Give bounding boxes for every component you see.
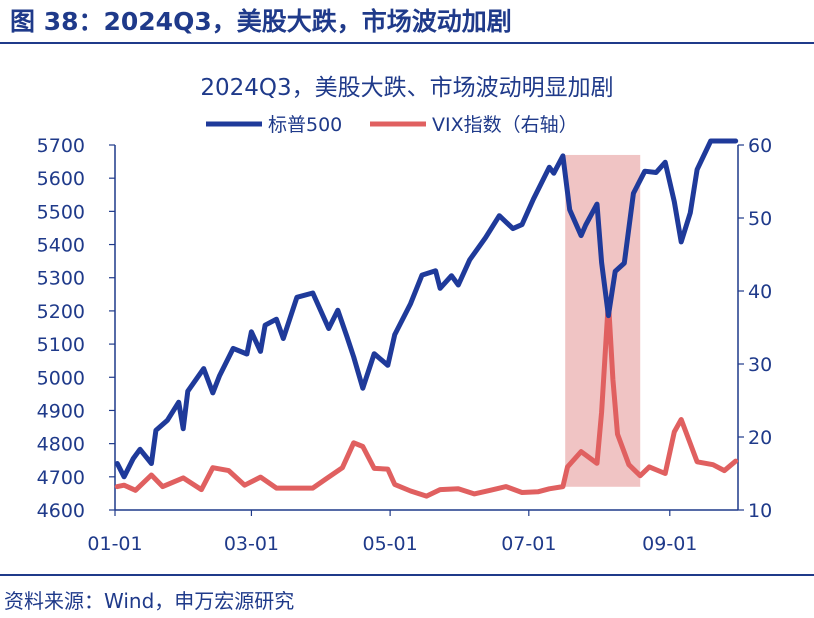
right-tick-label: 30 <box>748 354 772 376</box>
left-tick-label: 4600 <box>37 500 85 522</box>
source-note: 资料来源：Wind，申万宏源研究 <box>4 589 295 613</box>
chart-title: 2024Q3，美股大跌、市场波动明显加剧 <box>200 75 613 101</box>
x-tick-label: 03-01 <box>224 533 279 555</box>
left-tick-label: 5000 <box>37 367 85 389</box>
highlight-band <box>565 154 641 487</box>
bottom-rule <box>0 574 814 576</box>
top-rule <box>0 42 814 44</box>
right-tick-label: 10 <box>748 500 772 522</box>
left-tick-label: 5300 <box>37 268 85 290</box>
left-tick-label: 4900 <box>37 400 85 422</box>
series-line-spx <box>114 138 739 480</box>
x-tick-label: 01-01 <box>87 533 142 555</box>
left-tick-label: 5200 <box>37 301 85 323</box>
left-tick-label: 5700 <box>37 135 85 157</box>
right-tick-label: 20 <box>748 427 772 449</box>
legend-label-vix: VIX指数（右轴） <box>432 114 578 136</box>
x-tick-label: 05-01 <box>363 533 418 555</box>
line-chart: 2024Q3，美股大跌、市场波动明显加剧 标普500 VIX指数（右轴） 460… <box>37 75 773 555</box>
figure-title: 图 38：2024Q3，美股大跌，市场波动加剧 <box>10 7 512 36</box>
left-tick-label: 5400 <box>37 235 85 257</box>
left-tick-label: 5600 <box>37 168 85 190</box>
left-tick-label: 4700 <box>37 467 85 489</box>
legend-label-spx: 标普500 <box>268 114 342 136</box>
x-tick-label: 07-01 <box>501 533 556 555</box>
axes <box>109 144 744 516</box>
x-tick-label: 09-01 <box>642 533 697 555</box>
left-tick-label: 4800 <box>37 434 85 456</box>
left-tick-label: 5100 <box>37 334 85 356</box>
series-line-vix <box>114 298 739 499</box>
right-tick-label: 50 <box>748 208 772 230</box>
legend: 标普500 VIX指数（右轴） <box>206 114 578 136</box>
right-tick-label: 40 <box>748 281 772 303</box>
tick-labels: 4600 4700 4800 4900 5000 5100 5200 5300 5400 5500… <box>37 135 773 555</box>
right-tick-label: 60 <box>748 135 772 157</box>
left-tick-label: 5500 <box>37 201 85 223</box>
